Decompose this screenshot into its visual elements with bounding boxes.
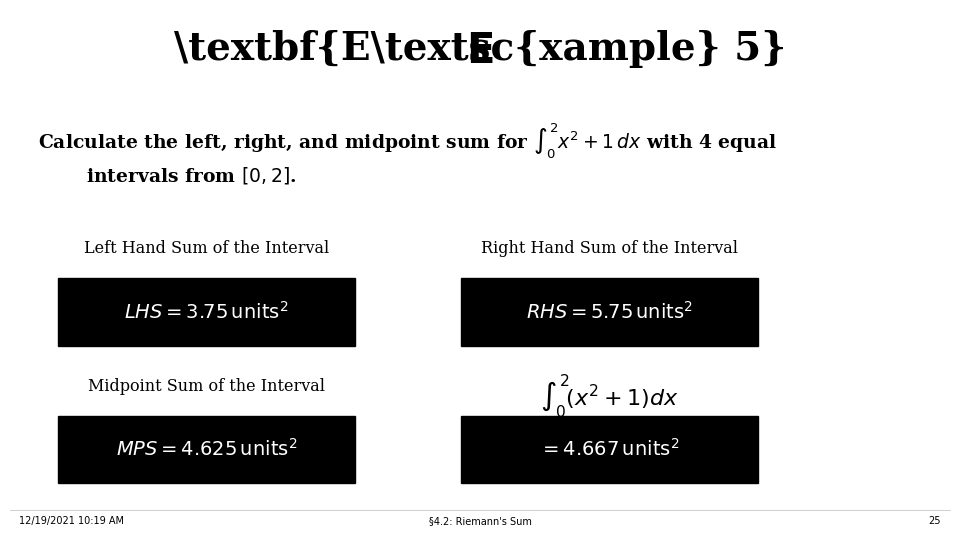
Text: $= 4.667\,\mathrm{units}^2$: $= 4.667\,\mathrm{units}^2$ (540, 438, 680, 460)
Text: Calculate the left, right, and midpoint sum for $\int_0^2 x^2 + 1\, dx$ with 4 e: Calculate the left, right, and midpoint … (38, 122, 778, 161)
Text: $\int_0^2 \!\left(x^2 + 1\right)dx$: $\int_0^2 \!\left(x^2 + 1\right)dx$ (540, 373, 679, 421)
FancyBboxPatch shape (461, 416, 758, 483)
FancyBboxPatch shape (58, 278, 355, 346)
Text: $\mathbf{E}$: $\mathbf{E}$ (467, 30, 493, 72)
Text: $RHS = 5.75\,\mathrm{units}^2$: $RHS = 5.75\,\mathrm{units}^2$ (526, 301, 693, 322)
FancyBboxPatch shape (461, 278, 758, 346)
Text: Midpoint Sum of the Interval: Midpoint Sum of the Interval (88, 378, 324, 395)
Text: Left Hand Sum of the Interval: Left Hand Sum of the Interval (84, 240, 329, 257)
Text: §4.2: Riemann's Sum: §4.2: Riemann's Sum (428, 516, 532, 526)
Text: $LHS = 3.75\,\mathrm{units}^2$: $LHS = 3.75\,\mathrm{units}^2$ (124, 301, 289, 322)
FancyBboxPatch shape (58, 416, 355, 483)
Text: 12/19/2021 10:19 AM: 12/19/2021 10:19 AM (19, 516, 124, 526)
Text: $MPS = 4.625\,\mathrm{units}^2$: $MPS = 4.625\,\mathrm{units}^2$ (116, 438, 297, 460)
Text: \textbf{E\textsc{xample} 5}: \textbf{E\textsc{xample} 5} (174, 30, 786, 68)
Text: 25: 25 (928, 516, 941, 526)
Text: intervals from $[0, 2]$.: intervals from $[0, 2]$. (86, 165, 297, 186)
Text: Right Hand Sum of the Interval: Right Hand Sum of the Interval (481, 240, 738, 257)
